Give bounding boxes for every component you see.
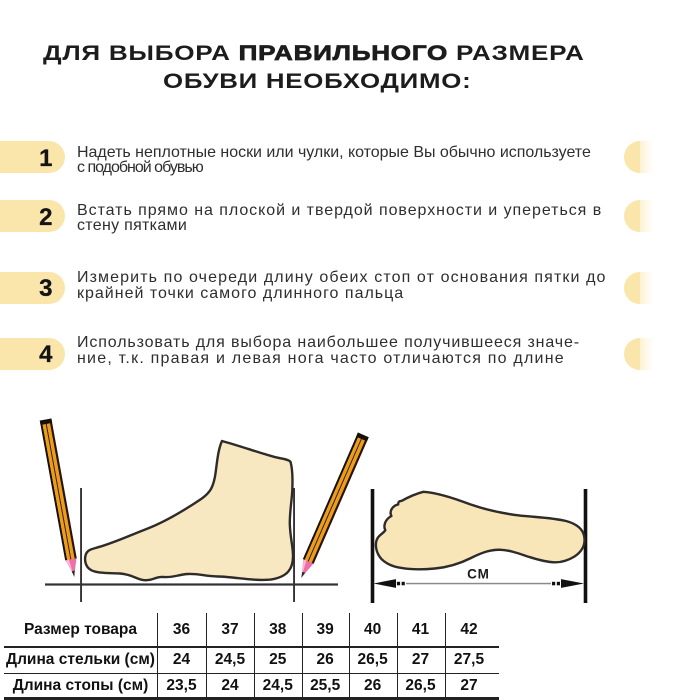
svg-text:СМ: СМ	[467, 567, 490, 582]
